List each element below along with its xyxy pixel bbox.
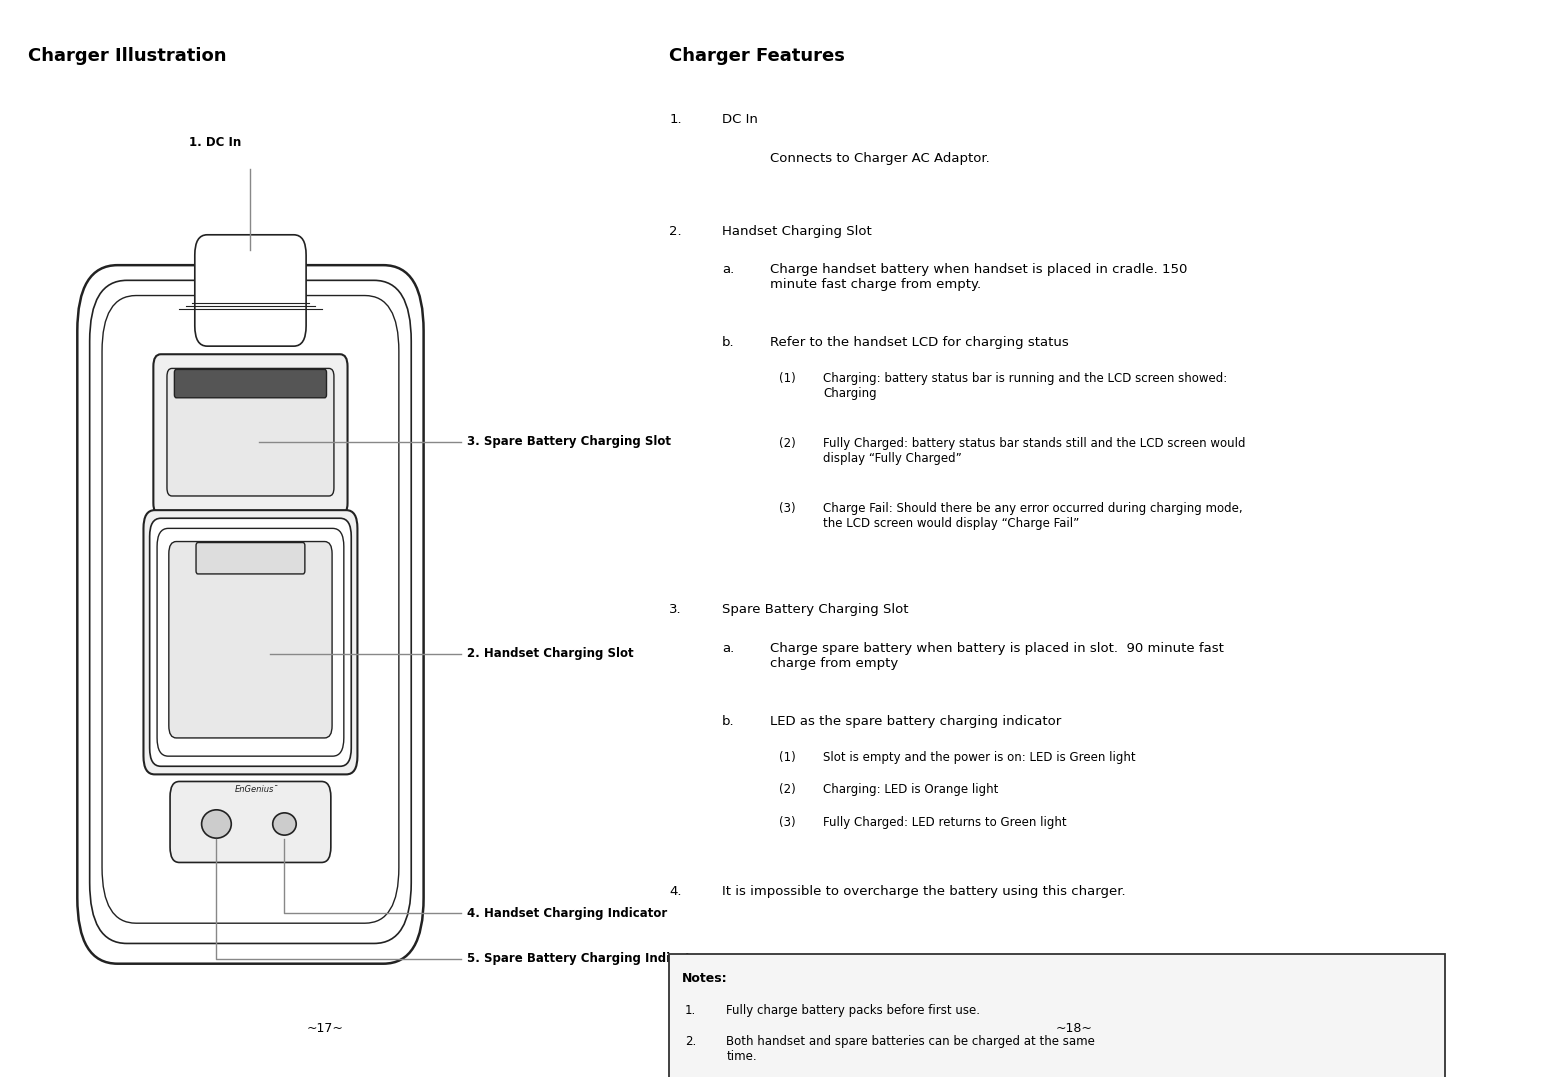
Text: 4. Handset Charging Indicator: 4. Handset Charging Indicator xyxy=(467,907,668,920)
FancyBboxPatch shape xyxy=(153,354,348,515)
FancyBboxPatch shape xyxy=(195,235,306,346)
Text: (3): (3) xyxy=(779,816,796,829)
Text: ~18~: ~18~ xyxy=(1056,1022,1093,1035)
Text: LED as the spare battery charging indicator: LED as the spare battery charging indica… xyxy=(770,715,1062,728)
Text: Charge Fail: Should there be any error occurred during charging mode,
the LCD sc: Charge Fail: Should there be any error o… xyxy=(824,502,1243,530)
FancyBboxPatch shape xyxy=(102,295,399,923)
Text: (2): (2) xyxy=(779,437,796,450)
FancyBboxPatch shape xyxy=(175,369,326,397)
Text: 2. Handset Charging Slot: 2. Handset Charging Slot xyxy=(467,647,634,660)
Text: ~17~: ~17~ xyxy=(306,1022,343,1035)
FancyBboxPatch shape xyxy=(158,529,343,756)
Text: 1.: 1. xyxy=(685,1004,696,1017)
Text: Handset Charging Slot: Handset Charging Slot xyxy=(722,225,872,238)
Text: Fully Charged: LED returns to Green light: Fully Charged: LED returns to Green ligh… xyxy=(824,816,1067,829)
FancyBboxPatch shape xyxy=(90,280,411,943)
Text: EnGenius¯: EnGenius¯ xyxy=(235,785,278,794)
Text: a.: a. xyxy=(722,263,734,276)
Text: 1. DC In: 1. DC In xyxy=(189,136,241,149)
Text: Fully charge battery packs before first use.: Fully charge battery packs before first … xyxy=(727,1004,980,1017)
Text: Spare Battery Charging Slot: Spare Battery Charging Slot xyxy=(722,603,909,616)
Text: (1): (1) xyxy=(779,751,796,764)
Text: 2.: 2. xyxy=(669,225,682,238)
Text: DC In: DC In xyxy=(722,113,758,126)
Text: (3): (3) xyxy=(779,502,796,515)
FancyBboxPatch shape xyxy=(77,265,424,964)
Text: b.: b. xyxy=(722,715,734,728)
Text: 1.: 1. xyxy=(669,113,682,126)
Text: 2.: 2. xyxy=(685,1035,696,1048)
Text: 3.: 3. xyxy=(669,603,682,616)
Ellipse shape xyxy=(201,810,232,838)
FancyBboxPatch shape xyxy=(144,510,357,774)
Ellipse shape xyxy=(272,813,297,835)
Text: Fully Charged: battery status bar stands still and the LCD screen would
display : Fully Charged: battery status bar stands… xyxy=(824,437,1246,465)
Text: It is impossible to overcharge the battery using this charger.: It is impossible to overcharge the batte… xyxy=(722,884,1125,898)
Text: Refer to the handset LCD for charging status: Refer to the handset LCD for charging st… xyxy=(770,336,1070,349)
Text: Charging: battery status bar is running and the LCD screen showed:
Charging: Charging: battery status bar is running … xyxy=(824,373,1228,401)
Text: Charging: LED is Orange light: Charging: LED is Orange light xyxy=(824,783,999,797)
FancyBboxPatch shape xyxy=(150,518,351,767)
Text: (1): (1) xyxy=(779,373,796,386)
Text: (2): (2) xyxy=(779,783,796,797)
Text: Notes:: Notes: xyxy=(682,971,728,984)
Text: Connects to Charger AC Adaptor.: Connects to Charger AC Adaptor. xyxy=(770,152,989,165)
FancyBboxPatch shape xyxy=(669,953,1444,1077)
Text: Slot is empty and the power is on: LED is Green light: Slot is empty and the power is on: LED i… xyxy=(824,751,1136,764)
Text: 4.: 4. xyxy=(669,884,682,898)
FancyBboxPatch shape xyxy=(196,543,305,574)
Text: Charger Illustration: Charger Illustration xyxy=(28,47,226,66)
Text: Both handset and spare batteries can be charged at the same
time.: Both handset and spare batteries can be … xyxy=(727,1035,1095,1063)
Text: b.: b. xyxy=(722,336,734,349)
Text: Charge spare battery when battery is placed in slot.  90 minute fast
charge from: Charge spare battery when battery is pla… xyxy=(770,642,1224,670)
Text: Charger Features: Charger Features xyxy=(669,47,846,66)
Text: 3. Spare Battery Charging Slot: 3. Spare Battery Charging Slot xyxy=(467,435,671,448)
Text: 5. Spare Battery Charging Indicator: 5. Spare Battery Charging Indicator xyxy=(467,952,705,965)
FancyBboxPatch shape xyxy=(170,782,331,863)
FancyBboxPatch shape xyxy=(167,368,334,496)
Text: Charge handset battery when handset is placed in cradle. 150
minute fast charge : Charge handset battery when handset is p… xyxy=(770,263,1187,291)
FancyBboxPatch shape xyxy=(169,542,332,738)
Text: a.: a. xyxy=(722,642,734,655)
